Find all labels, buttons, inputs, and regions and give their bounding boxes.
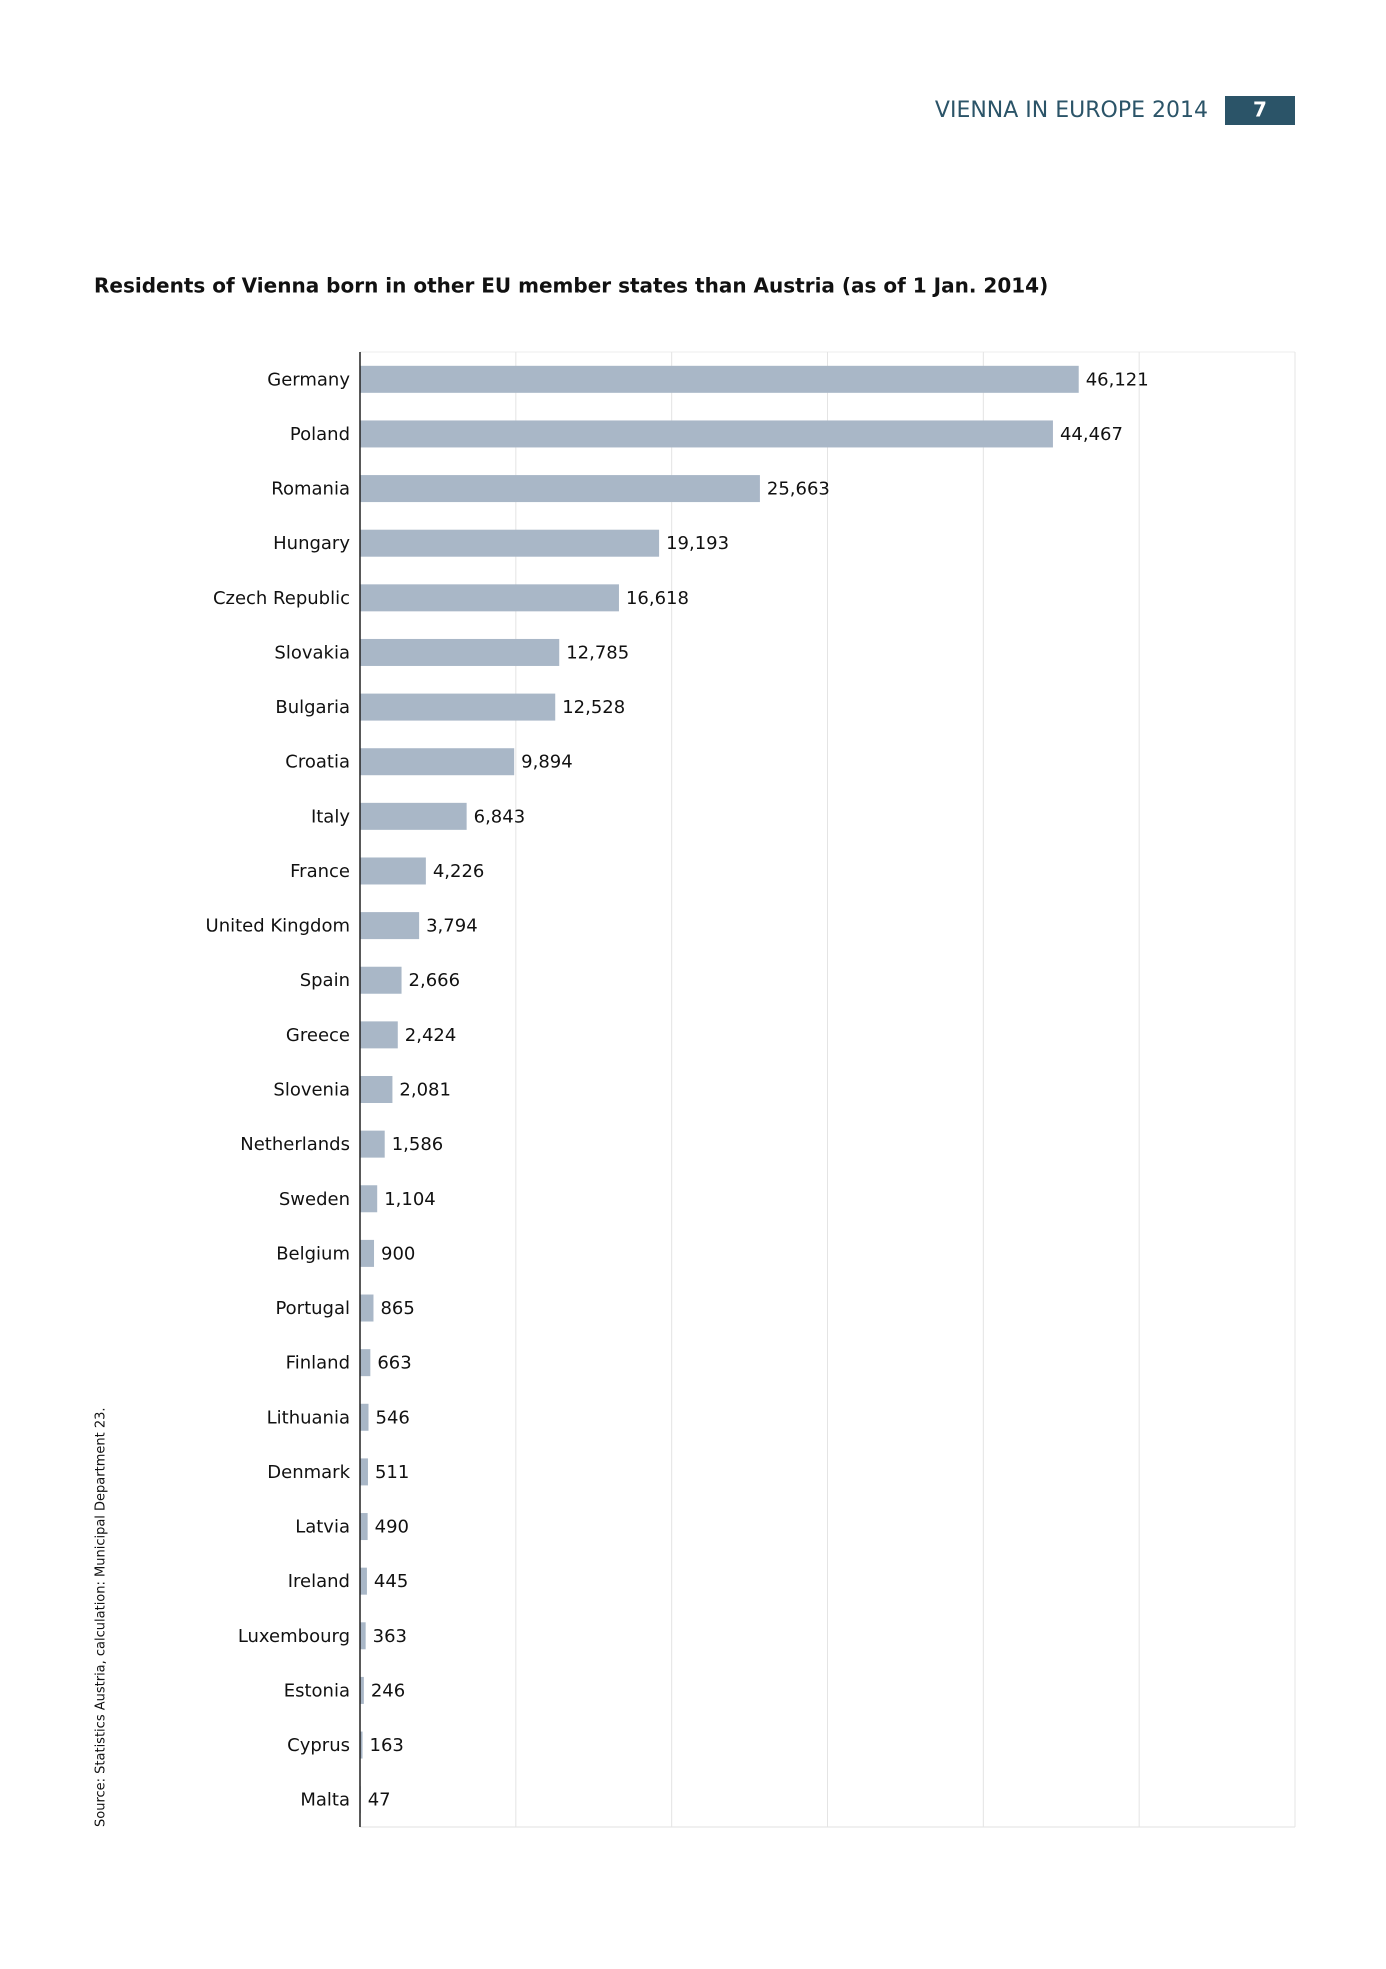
category-label: Netherlands: [240, 1134, 350, 1155]
bar: [360, 1513, 368, 1541]
category-label: Portugal: [275, 1298, 350, 1319]
category-label: Ireland: [288, 1571, 350, 1592]
value-label: 663: [377, 1353, 411, 1374]
value-label: 900: [381, 1243, 415, 1264]
page-number: 7: [1253, 98, 1267, 122]
bar: [360, 748, 515, 776]
value-label: 47: [368, 1790, 391, 1811]
bar: [360, 1130, 385, 1158]
value-label: 44,467: [1060, 424, 1123, 445]
bar: [360, 529, 660, 557]
value-label: 865: [380, 1298, 414, 1319]
publication-title: VIENNA IN EUROPE 2014: [935, 98, 1208, 123]
category-label: Italy: [311, 806, 350, 827]
bar: [360, 1185, 378, 1213]
bar: [360, 1076, 393, 1103]
value-label: 6,843: [474, 806, 526, 827]
source-note: Source: Statistics Austria, calculation:…: [94, 1407, 109, 1827]
category-label: Cyprus: [287, 1735, 350, 1756]
value-label: 1,104: [384, 1189, 436, 1210]
category-label: Luxembourg: [238, 1626, 350, 1647]
category-label: Lithuania: [267, 1407, 350, 1428]
bar: [360, 1731, 363, 1759]
value-label: 9,894: [521, 752, 573, 773]
category-label: Malta: [300, 1790, 350, 1811]
category-label: Hungary: [273, 533, 350, 554]
bar: [360, 638, 560, 666]
value-label: 3,794: [426, 916, 478, 937]
category-label: Greece: [286, 1025, 350, 1046]
category-label: Sweden: [279, 1189, 350, 1210]
value-label: 163: [370, 1735, 404, 1756]
bar: [360, 1567, 367, 1595]
category-label: Finland: [286, 1353, 350, 1374]
value-label: 46,121: [1086, 369, 1149, 390]
category-label: United Kingdom: [206, 916, 350, 937]
value-label: 1,586: [392, 1134, 444, 1155]
value-label: 2,424: [405, 1025, 457, 1046]
bar: [360, 1021, 398, 1049]
category-label: Bulgaria: [275, 697, 350, 718]
bar: [360, 475, 760, 503]
value-label: 2,081: [399, 1080, 451, 1101]
value-label: 4,226: [433, 861, 485, 882]
category-label: Belgium: [276, 1243, 350, 1264]
value-label: 2,666: [409, 970, 461, 991]
value-label: 16,618: [626, 588, 689, 609]
bar: [360, 802, 467, 830]
bar: [360, 966, 402, 994]
bar: [360, 420, 1053, 448]
category-label: Estonia: [284, 1680, 350, 1701]
bar: [360, 1676, 364, 1704]
page-number-box: [1225, 96, 1295, 125]
category-label: Slovenia: [273, 1080, 350, 1101]
category-label: France: [290, 861, 350, 882]
category-label: Poland: [290, 424, 350, 445]
bar: [360, 1458, 368, 1486]
value-label: 445: [374, 1571, 408, 1592]
value-label: 19,193: [666, 533, 729, 554]
value-label: 546: [376, 1407, 410, 1428]
category-label: Germany: [267, 369, 350, 390]
bar: [360, 1294, 374, 1322]
category-label: Denmark: [267, 1462, 350, 1483]
category-label: Slovakia: [274, 642, 350, 663]
category-label: Croatia: [285, 752, 350, 773]
value-label: 511: [375, 1462, 409, 1483]
bar: [360, 693, 556, 721]
bar: [360, 857, 426, 885]
bar: [360, 912, 420, 940]
value-label: 490: [375, 1517, 409, 1538]
bar: [360, 1622, 366, 1650]
value-label: 12,785: [566, 642, 629, 663]
value-label: 363: [373, 1626, 407, 1647]
category-label: Czech Republic: [213, 588, 350, 609]
value-label: 246: [371, 1680, 405, 1701]
bar: [360, 365, 1079, 393]
category-label: Spain: [300, 970, 350, 991]
value-label: 25,663: [767, 479, 830, 500]
category-label: Latvia: [295, 1517, 350, 1538]
chart-title: Residents of Vienna born in other EU mem…: [94, 274, 1048, 298]
bar: [360, 1239, 375, 1267]
bar: [360, 1349, 371, 1377]
category-label: Romania: [271, 479, 350, 500]
bar: [360, 1403, 369, 1431]
bar: [360, 584, 619, 612]
value-label: 12,528: [562, 697, 625, 718]
